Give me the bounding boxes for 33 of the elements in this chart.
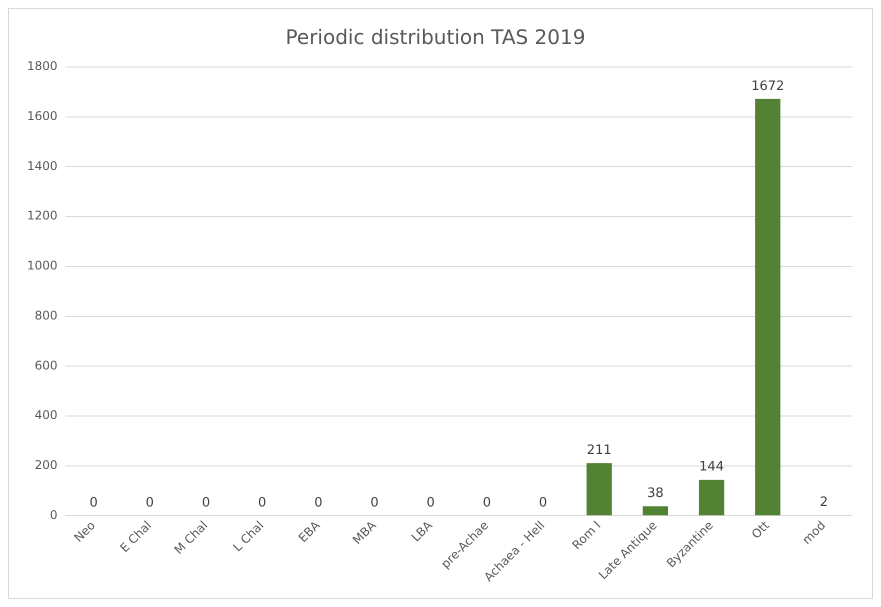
y-tick-label: 1600	[26, 108, 58, 123]
y-tick-label: 200	[34, 458, 58, 472]
data-label: 0	[89, 496, 98, 511]
x-tick-label: Ott	[748, 518, 772, 542]
y-tick-label: 400	[34, 408, 58, 422]
y-tick-label: 600	[34, 358, 58, 372]
bar	[586, 463, 612, 516]
data-label: 144	[699, 460, 724, 475]
y-tick-label: 1200	[26, 208, 58, 223]
data-label: 211	[586, 443, 612, 458]
y-tick-label: 1800	[26, 59, 58, 74]
data-label: 1672	[751, 78, 784, 94]
x-tick-label: Neo	[71, 518, 98, 545]
y-tick-label: 800	[34, 308, 58, 322]
data-label: 2	[820, 495, 828, 510]
data-label: 0	[482, 496, 491, 511]
bar	[698, 480, 724, 516]
data-label: 0	[538, 496, 548, 511]
x-tick-label: EBA	[296, 518, 324, 546]
y-tick-label: 1400	[26, 158, 58, 173]
data-label: 0	[426, 496, 435, 511]
data-label: 0	[146, 496, 154, 511]
data-label: 0	[258, 496, 266, 511]
bar	[642, 506, 668, 516]
x-tick-label: LBA	[408, 518, 436, 545]
data-label: 38	[647, 486, 664, 502]
chart-title: Periodic distribution TAS 2019	[286, 25, 586, 50]
data-label: 0	[370, 496, 379, 511]
y-tick-label: 1000	[26, 258, 58, 273]
bar	[755, 98, 780, 516]
data-label: 0	[314, 496, 322, 511]
data-label: 0	[202, 496, 210, 511]
y-tick-label: 0	[50, 508, 58, 522]
